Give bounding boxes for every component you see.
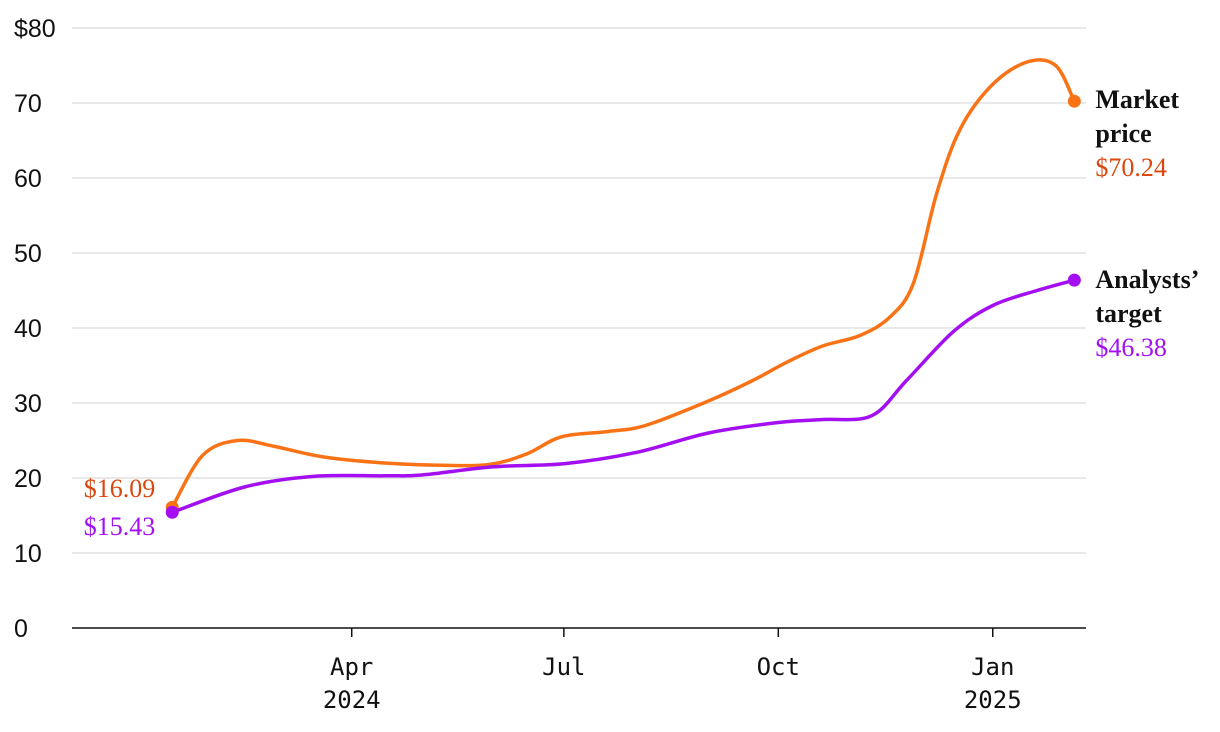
x-tick-year-label: 2025 [964,686,1022,714]
y-axis-ticks: 0 10 20 30 40 50 60 70 $80 [14,15,56,643]
gridlines [72,27,1086,554]
y-tick-label: $80 [14,15,56,43]
y-tick-label: 0 [14,615,28,643]
y-tick-label: 70 [14,90,42,118]
y-tick-label: 20 [14,465,42,493]
market-price-name-label: Market [1095,85,1179,114]
market-price-start-label: $16.09 [84,474,156,503]
analysts-target-start-label: $15.43 [84,512,156,541]
x-tick-label: Oct [757,653,800,681]
x-tick-label: Jan [971,653,1014,681]
analysts-target-end-label: $46.38 [1095,333,1167,362]
market-price-name-label: price [1095,119,1151,148]
analysts-target-line [170,278,1077,515]
x-tick-label: Jul [542,653,585,681]
analysts-target-start-point [165,505,179,519]
market-price-end-point [1067,94,1081,108]
y-tick-label: 30 [14,390,42,418]
y-tick-label: 60 [14,165,42,193]
analysts-target-name-label: target [1095,299,1162,328]
analysts-target-name-label: Analysts’ [1095,265,1199,294]
market-price-end-label: $70.24 [1095,153,1167,182]
analysts-target-end-point [1067,273,1081,287]
y-tick-label: 10 [14,540,42,568]
series-labels: $16.09 Market price $70.24 $15.43 Analysts’ ta… [84,85,1200,541]
x-axis-ticks: Apr 2024 Jul Oct Jan 2025 [323,628,1022,714]
y-tick-label: 50 [14,240,42,268]
x-tick-year-label: 2024 [323,686,381,714]
series [165,58,1081,519]
x-tick-label: Apr [330,653,373,681]
market-price-line [170,58,1077,510]
y-tick-label: 40 [14,315,42,343]
